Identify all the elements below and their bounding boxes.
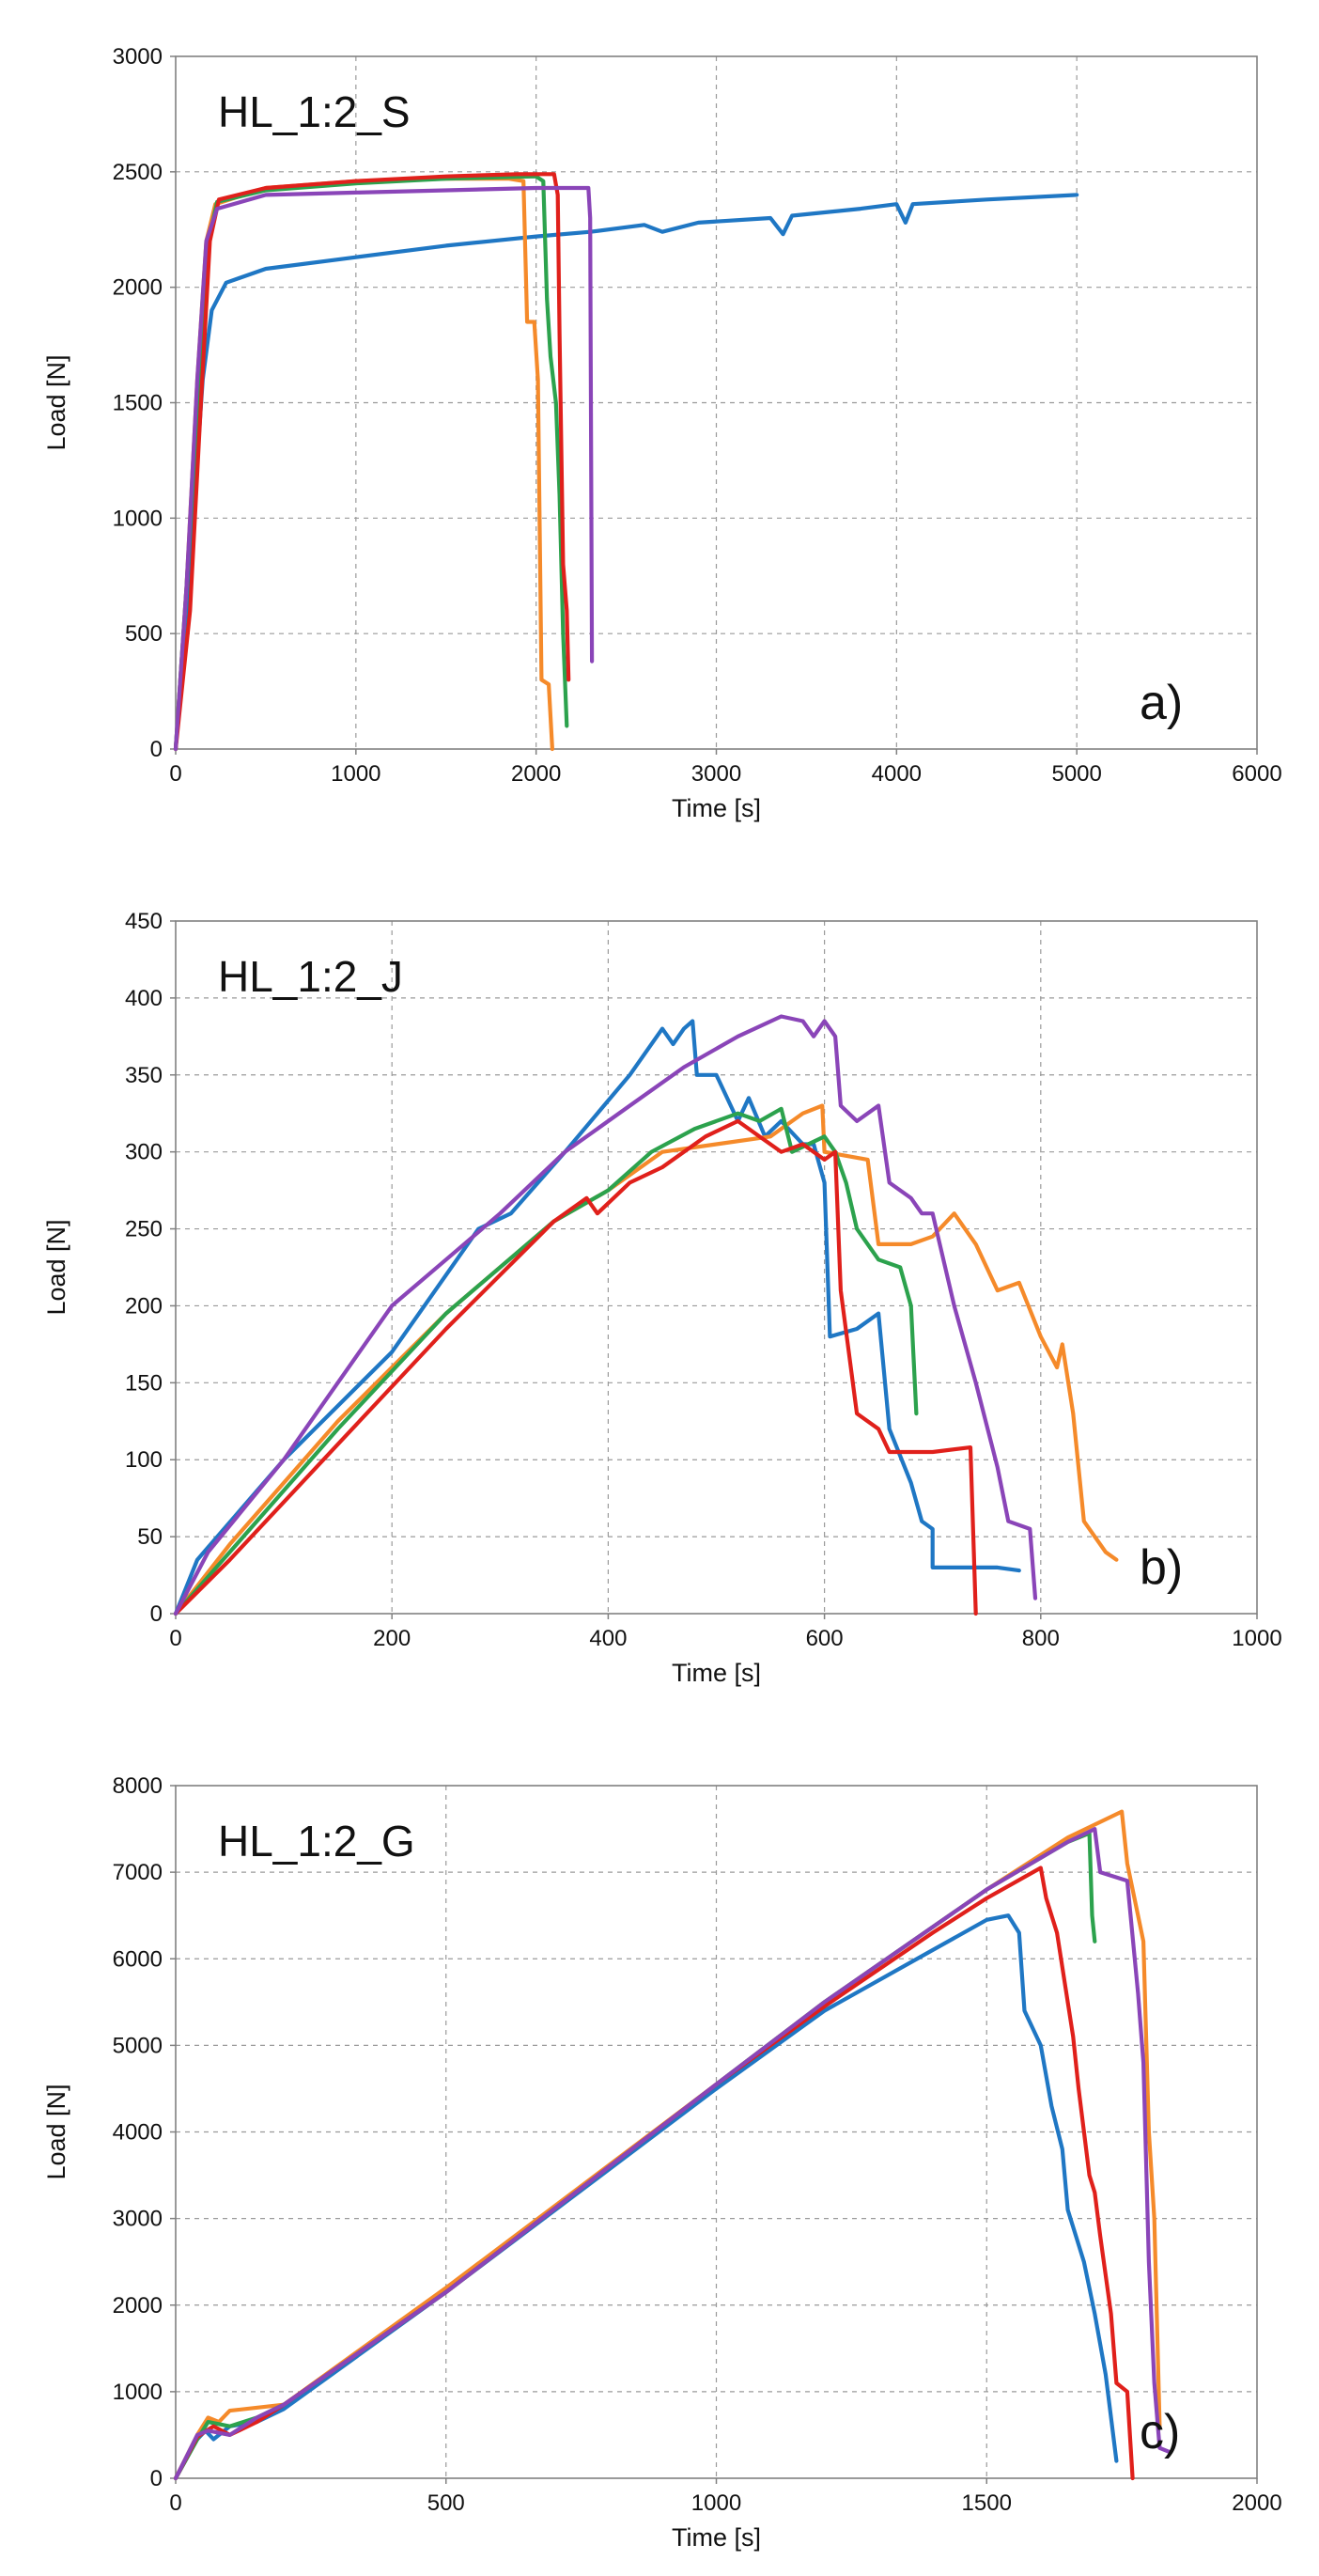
- y-tick-label: 8000: [113, 1773, 163, 1799]
- x-tick-label: 1500: [962, 2490, 1012, 2516]
- y-tick-label: 50: [137, 1524, 163, 1550]
- x-tick-label: 1000: [1232, 1626, 1281, 1651]
- y-tick-label: 2000: [113, 275, 163, 301]
- y-tick-label: 300: [125, 1140, 163, 1165]
- y-tick-label: 6000: [113, 1946, 163, 1972]
- panel-tag: a): [1140, 676, 1183, 730]
- y-axis-label: Load [N]: [42, 2084, 70, 2179]
- y-tick-label: 4000: [113, 2120, 163, 2146]
- series-line-blue: [173, 1913, 1119, 2481]
- chart-panel-c: 0 500 1000 1500 2000 0 1000 2000 3000 4000 5000 600…: [0, 1729, 1319, 2575]
- x-tick-label: 1000: [331, 761, 380, 787]
- x-tick-label: 6000: [1232, 761, 1281, 787]
- y-tick-label: 1000: [113, 506, 163, 531]
- chart-title: HL_1:2_J: [218, 952, 403, 1001]
- series-line-blue: [173, 193, 1079, 752]
- chart-c-svg: 0 500 1000 1500 2000 0 1000 2000 3000 4000 5000 600…: [42, 1773, 1282, 2552]
- y-tick-label: 450: [125, 909, 163, 934]
- y-tick-label: 500: [125, 621, 163, 647]
- y-tick-label: 7000: [113, 1860, 163, 1885]
- x-tick-label: 1000: [691, 2490, 741, 2516]
- x-tick-label: 0: [169, 761, 181, 787]
- y-tick-label: 400: [125, 986, 163, 1011]
- y-tick-label: 350: [125, 1063, 163, 1088]
- x-tick-label: 600: [806, 1626, 844, 1651]
- chart-b-svg: 0 200 400 600 800 1000 0 50 100 150 200 250 300 350 40…: [42, 909, 1282, 1687]
- series-line-red: [173, 1118, 978, 1616]
- x-tick-label: 500: [427, 2490, 465, 2516]
- chart-panel-b: 0 200 400 600 800 1000 0 50 100 150 200 250 300 350 40…: [0, 865, 1319, 1710]
- series-line-orange: [173, 1103, 1119, 1616]
- y-axis-label: Load [N]: [42, 1219, 70, 1315]
- y-tick-label: 200: [125, 1293, 163, 1319]
- chart-title: HL_1:2_G: [218, 1817, 415, 1866]
- x-axis-label: Time [s]: [672, 794, 761, 822]
- y-tick-label: 2000: [113, 2293, 163, 2318]
- y-tick-label: 0: [150, 2466, 163, 2491]
- x-tick-label: 800: [1022, 1626, 1060, 1651]
- y-tick-label: 150: [125, 1370, 163, 1396]
- series-line-orange: [173, 177, 554, 752]
- x-tick-label: 2000: [1232, 2490, 1281, 2516]
- y-tick-label: 0: [150, 1601, 163, 1627]
- x-tick-label: 0: [169, 2490, 181, 2516]
- y-tick-label: 0: [150, 737, 163, 762]
- series-line-green: [173, 174, 569, 752]
- x-tick-label: 4000: [872, 761, 922, 787]
- chart-title: HL_1:2_S: [218, 87, 411, 136]
- x-tick-label: 5000: [1051, 761, 1101, 787]
- panel-tag: c): [1140, 2405, 1180, 2459]
- x-axis-label: Time [s]: [672, 2523, 761, 2552]
- chart-panel-a: 0 1000 2000 3000 4000 5000 6000 0 500 1000 1500 200…: [0, 0, 1319, 846]
- x-tick-label: 400: [589, 1626, 627, 1651]
- y-tick-label: 2500: [113, 160, 163, 185]
- series-line-red: [173, 1866, 1135, 2481]
- series-line-blue: [173, 1019, 1021, 1616]
- x-tick-label: 2000: [511, 761, 561, 787]
- y-tick-label: 3000: [113, 2207, 163, 2232]
- x-tick-label: 0: [169, 1626, 181, 1651]
- x-axis-label: Time [s]: [672, 1659, 761, 1687]
- y-axis-label: Load [N]: [42, 354, 70, 450]
- x-tick-label: 200: [373, 1626, 411, 1651]
- y-tick-label: 1000: [113, 2380, 163, 2405]
- y-tick-label: 3000: [113, 44, 163, 70]
- y-tick-label: 250: [125, 1217, 163, 1242]
- panel-tag: b): [1140, 1540, 1183, 1595]
- y-tick-label: 100: [125, 1447, 163, 1473]
- series-line-purple: [173, 1827, 1172, 2481]
- series-line-purple: [173, 185, 595, 752]
- series-line-red: [173, 172, 571, 752]
- series-line-purple: [173, 1014, 1038, 1616]
- series-line-green: [173, 1106, 919, 1616]
- plot-frame: [175, 920, 1258, 1615]
- x-tick-label: 3000: [691, 761, 741, 787]
- chart-a-svg: 0 1000 2000 3000 4000 5000 6000 0 500 1000 1500 200…: [42, 44, 1282, 822]
- y-tick-label: 5000: [113, 2033, 163, 2058]
- y-tick-label: 1500: [113, 391, 163, 416]
